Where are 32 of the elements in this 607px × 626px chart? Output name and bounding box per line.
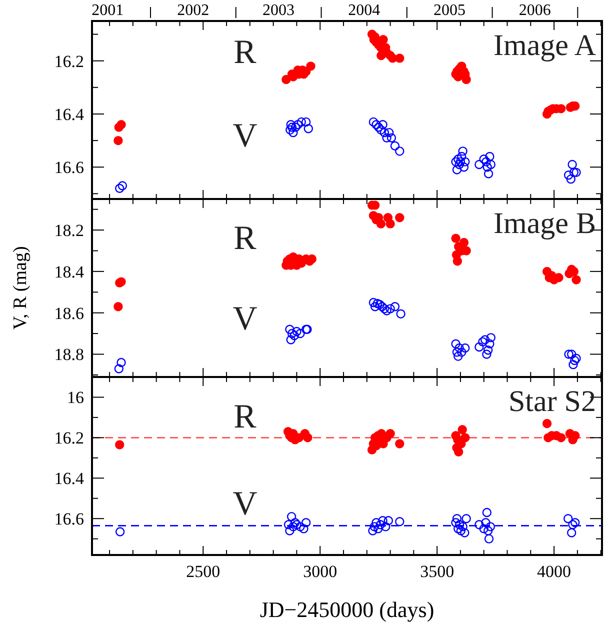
y-tick-label: 16.4 [54, 469, 84, 488]
chart-title: Image B [494, 207, 596, 240]
y-tick-label: 16.6 [54, 158, 84, 178]
chart-title: Star S2 [508, 385, 596, 418]
y-tick-label: 16.4 [54, 104, 84, 124]
series-label: R [234, 220, 257, 258]
y-tick-label: 18.4 [54, 262, 84, 282]
x2-tick-label: 2006 [518, 2, 551, 19]
series-label: V [232, 300, 258, 338]
series-label: R [234, 34, 257, 71]
y-tick-label: 16 [67, 388, 84, 408]
x2-tick-label: 2001 [92, 2, 124, 19]
y-tick-label: 16.2 [54, 428, 84, 448]
x2-tick-label: 2004 [348, 2, 380, 19]
x2-tick-label: 2003 [262, 2, 294, 19]
x-tick-label: 4000 [537, 562, 572, 581]
y-tick-label: 16.2 [54, 52, 84, 71]
x-tick-label: 3500 [420, 562, 454, 581]
y-tick-label: 16.6 [54, 510, 84, 529]
series-label: R [234, 398, 257, 436]
series-label: V [232, 117, 258, 154]
x-tick-label: 3000 [303, 562, 338, 581]
y-tick-label: 18.2 [54, 221, 84, 240]
y-axis-title: V, R (mag) [10, 246, 31, 330]
chart-title: Image A [494, 29, 596, 62]
series-label: V [232, 486, 258, 523]
x-tick-label: 2500 [186, 562, 220, 581]
x-axis-title: JD−2450000 (days) [260, 597, 434, 622]
y-tick-label: 18.8 [54, 345, 84, 364]
x2-tick-label: 2002 [177, 2, 210, 19]
y-tick-label: 18.6 [54, 304, 84, 323]
x2-tick-label: 2005 [433, 2, 466, 19]
